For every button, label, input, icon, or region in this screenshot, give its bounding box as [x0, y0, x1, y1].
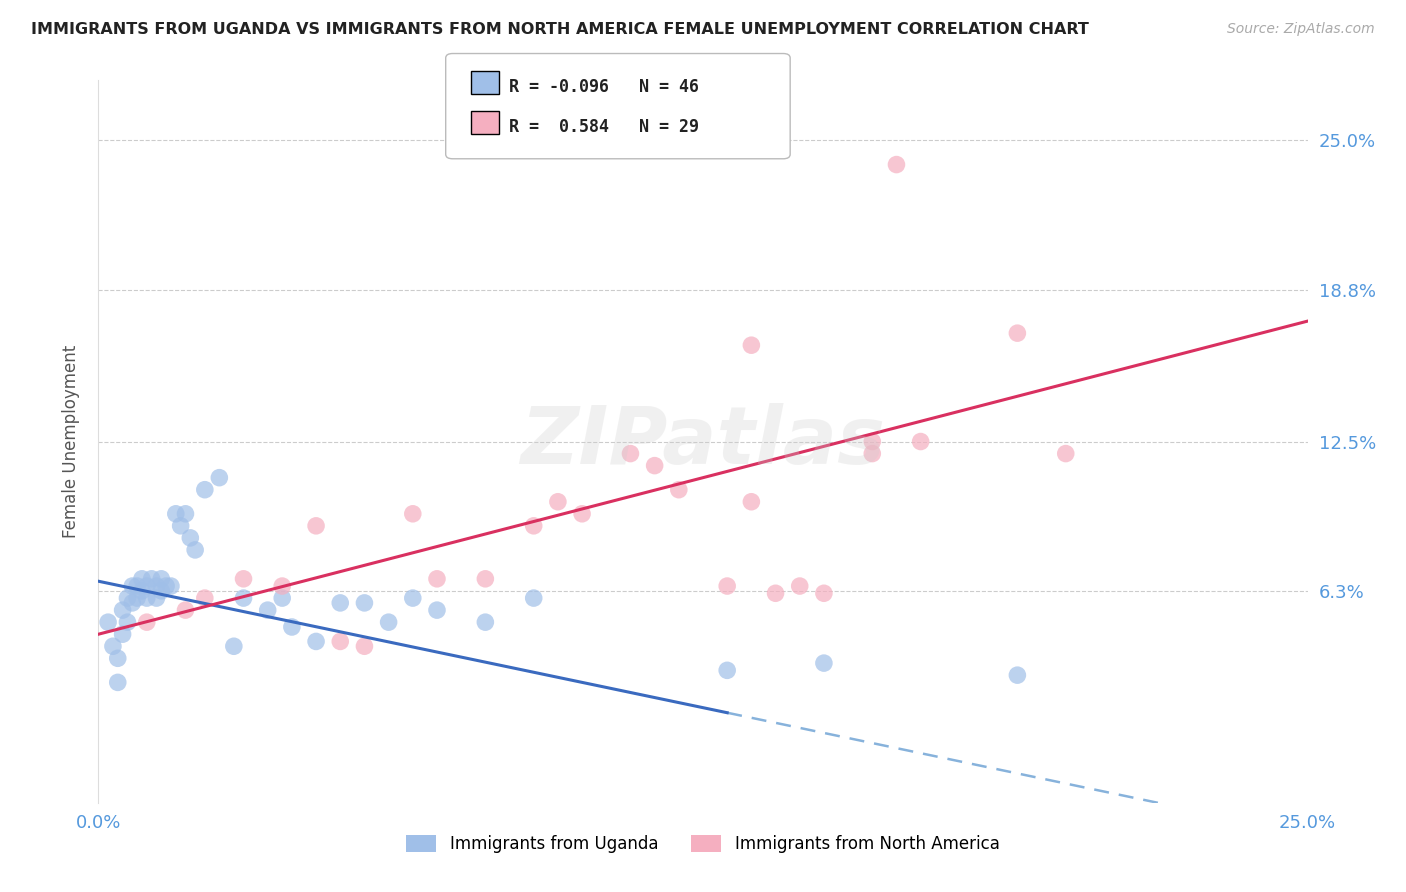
Point	[329, 634, 352, 648]
Point	[194, 483, 217, 497]
Text: ZIPatlas: ZIPatlas	[520, 402, 886, 481]
Point	[305, 519, 328, 533]
Point	[131, 572, 153, 586]
Point	[474, 615, 496, 630]
Point	[97, 615, 120, 630]
Point	[232, 572, 254, 586]
Text: Source: ZipAtlas.com: Source: ZipAtlas.com	[1227, 22, 1375, 37]
Point	[813, 656, 835, 670]
Point	[194, 591, 217, 606]
Point	[860, 434, 883, 449]
Point	[740, 338, 762, 352]
Point	[474, 572, 496, 586]
Point	[1007, 326, 1029, 341]
Point	[402, 591, 425, 606]
Point	[121, 579, 143, 593]
Point	[145, 579, 167, 593]
Point	[127, 579, 149, 593]
Point	[571, 507, 593, 521]
Point	[107, 675, 129, 690]
Point	[860, 447, 883, 461]
Point	[160, 579, 183, 593]
Point	[765, 586, 787, 600]
Point	[165, 507, 187, 521]
Point	[141, 572, 163, 586]
Point	[377, 615, 399, 630]
Point	[547, 494, 569, 508]
Point	[121, 596, 143, 610]
Point	[281, 620, 304, 634]
Point	[127, 591, 149, 606]
Point	[131, 583, 153, 598]
Y-axis label: Female Unemployment: Female Unemployment	[62, 345, 80, 538]
Text: R = -0.096   N = 46: R = -0.096 N = 46	[509, 78, 699, 95]
Point	[305, 634, 328, 648]
Point	[111, 603, 134, 617]
Point	[117, 615, 139, 630]
Text: IMMIGRANTS FROM UGANDA VS IMMIGRANTS FROM NORTH AMERICA FEMALE UNEMPLOYMENT CORR: IMMIGRANTS FROM UGANDA VS IMMIGRANTS FRO…	[31, 22, 1088, 37]
Point	[886, 158, 908, 172]
Point	[179, 531, 201, 545]
Point	[353, 596, 375, 610]
Point	[150, 583, 173, 598]
Point	[184, 542, 207, 557]
Point	[256, 603, 278, 617]
Point	[208, 471, 231, 485]
Point	[426, 572, 449, 586]
Point	[329, 596, 352, 610]
Point	[271, 591, 294, 606]
Point	[135, 591, 157, 606]
Point	[619, 447, 641, 461]
Point	[150, 572, 173, 586]
Point	[145, 591, 167, 606]
Point	[402, 507, 425, 521]
Point	[101, 639, 124, 653]
Point	[1054, 447, 1077, 461]
Point	[232, 591, 254, 606]
Point	[789, 579, 811, 593]
Point	[910, 434, 932, 449]
Point	[426, 603, 449, 617]
Text: R =  0.584   N = 29: R = 0.584 N = 29	[509, 118, 699, 136]
Point	[111, 627, 134, 641]
Point	[353, 639, 375, 653]
Point	[1007, 668, 1029, 682]
Point	[135, 615, 157, 630]
Legend: Immigrants from Uganda, Immigrants from North America: Immigrants from Uganda, Immigrants from …	[399, 828, 1007, 860]
Point	[174, 507, 197, 521]
Point	[668, 483, 690, 497]
Point	[740, 494, 762, 508]
Point	[813, 586, 835, 600]
Point	[135, 579, 157, 593]
Point	[271, 579, 294, 593]
Point	[523, 519, 546, 533]
Point	[523, 591, 546, 606]
Point	[222, 639, 245, 653]
Point	[174, 603, 197, 617]
Point	[716, 664, 738, 678]
Point	[107, 651, 129, 665]
Point	[716, 579, 738, 593]
Point	[155, 579, 177, 593]
Point	[169, 519, 191, 533]
Point	[117, 591, 139, 606]
Point	[644, 458, 666, 473]
